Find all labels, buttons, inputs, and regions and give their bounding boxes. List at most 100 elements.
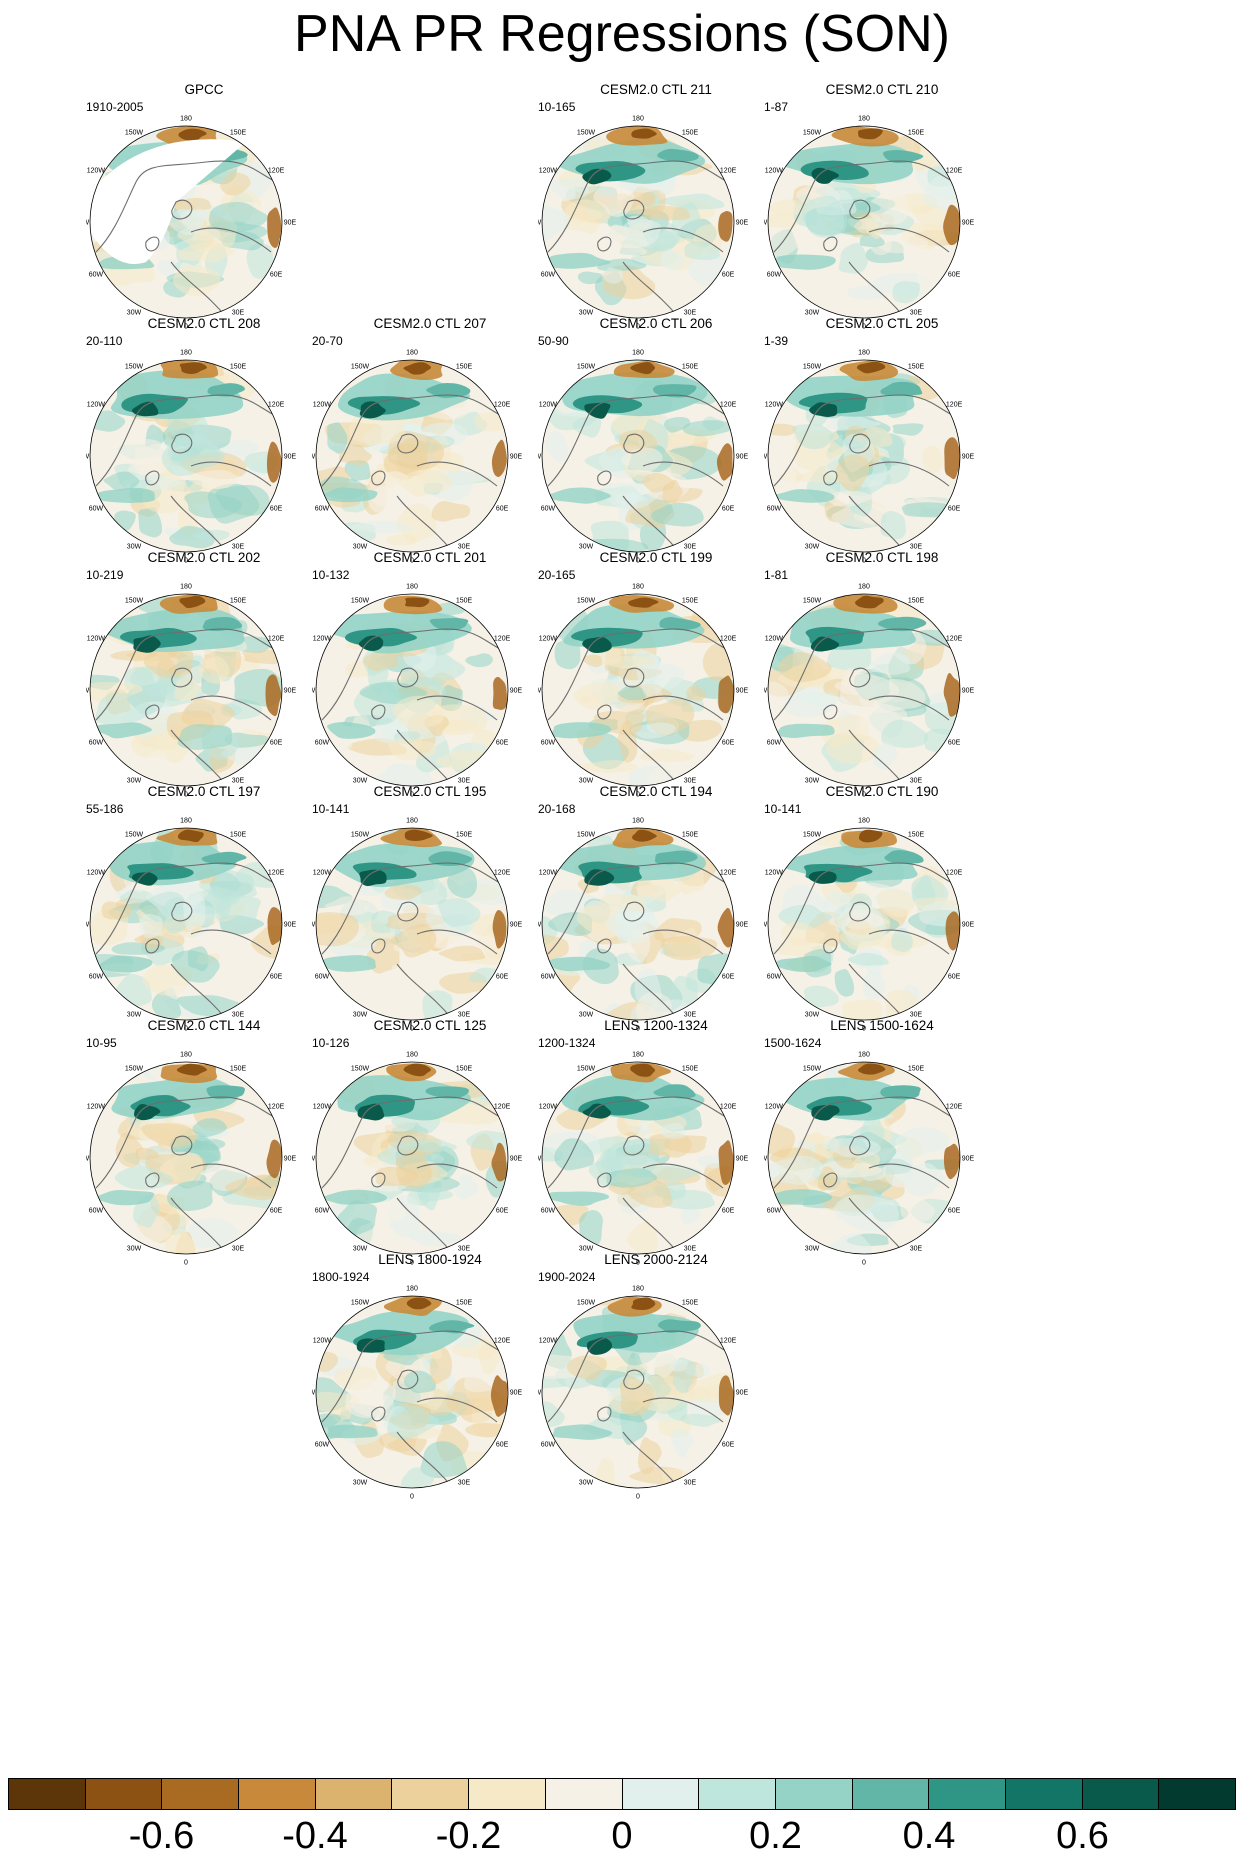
longitude-label: 30E bbox=[684, 544, 697, 551]
colorbar-tick-label: -0.4 bbox=[282, 1815, 348, 1857]
colorbar-swatch bbox=[775, 1779, 853, 1809]
longitude-label: 0 bbox=[862, 792, 866, 799]
longitude-label: 30E bbox=[684, 1246, 697, 1253]
longitude-label: 120W bbox=[313, 636, 332, 643]
longitude-label: 150W bbox=[803, 831, 822, 838]
longitude-label: 60E bbox=[496, 740, 509, 747]
longitude-label: 90W bbox=[538, 922, 542, 929]
longitude-label: 120W bbox=[539, 1338, 558, 1345]
map-panel: CESM2.0 CTL 195 10-141 180 150E 120E 90E 60E 30… bbox=[312, 784, 548, 1054]
polar-map: 180 150E 120E 90E 60E 30E 0 30W 60W 90W 120W 150W bbox=[764, 350, 975, 565]
longitude-label: 180 bbox=[406, 350, 418, 357]
longitude-label: 120W bbox=[765, 168, 784, 175]
longitude-label: 120E bbox=[494, 636, 511, 643]
panel-year-range: 10-126 bbox=[312, 1036, 350, 1050]
longitude-label: 120W bbox=[87, 168, 106, 175]
longitude-label: 90E bbox=[962, 454, 975, 461]
longitude-label: 150E bbox=[456, 831, 473, 838]
longitude-label: 90E bbox=[510, 1156, 523, 1163]
longitude-label: 60W bbox=[89, 974, 104, 981]
longitude-label: 60E bbox=[496, 974, 509, 981]
polar-map: 180 150E 120E 90E 60E 30E 0 30W 60W 90W 120W 150W bbox=[312, 584, 523, 799]
longitude-label: 60W bbox=[315, 974, 330, 981]
map-panel: CESM2.0 CTL 208 20-110 180 150E 120E 90E 60E 30… bbox=[86, 316, 322, 586]
longitude-label: 150W bbox=[577, 597, 596, 604]
longitude-label: 60W bbox=[89, 272, 104, 279]
longitude-label: 150E bbox=[908, 129, 925, 136]
longitude-label: 120W bbox=[539, 636, 558, 643]
longitude-label: 0 bbox=[184, 1026, 188, 1033]
colorbar-tick-label: 0.2 bbox=[749, 1815, 802, 1857]
longitude-label: 60E bbox=[270, 272, 283, 279]
panel-year-range: 20-110 bbox=[86, 334, 123, 348]
longitude-label: 30E bbox=[458, 1012, 471, 1019]
longitude-label: 120E bbox=[720, 636, 737, 643]
longitude-label: 30W bbox=[127, 544, 142, 551]
longitude-label: 120E bbox=[494, 402, 511, 409]
longitude-label: 120E bbox=[268, 1104, 285, 1111]
longitude-label: 60E bbox=[270, 740, 283, 747]
longitude-label: 30W bbox=[805, 778, 820, 785]
longitude-label: 0 bbox=[862, 1026, 866, 1033]
longitude-label: 30E bbox=[910, 544, 923, 551]
panel-year-range: 20-168 bbox=[538, 802, 576, 816]
panel-title: GPCC bbox=[184, 82, 224, 97]
colorbar-swatch bbox=[85, 1779, 163, 1809]
longitude-label: 150W bbox=[125, 597, 144, 604]
longitude-label: 180 bbox=[858, 584, 870, 591]
polar-map: 180 150E 120E 90E 60E 30E 0 30W 60W 90W 120W 150W bbox=[764, 818, 975, 1033]
map-panel: CESM2.0 CTL 190 10-141 180 150E 120E 90E 60E 30… bbox=[764, 784, 1000, 1054]
longitude-label: 60W bbox=[767, 974, 782, 981]
longitude-label: 60W bbox=[541, 506, 556, 513]
panel-year-range: 1910-2005 bbox=[86, 100, 144, 114]
longitude-label: 30E bbox=[232, 1246, 245, 1253]
longitude-label: 30W bbox=[353, 544, 368, 551]
longitude-label: 150E bbox=[682, 363, 699, 370]
page-title: PNA PR Regressions (SON) bbox=[294, 5, 950, 63]
panel-title: LENS 1200-1324 bbox=[604, 1018, 708, 1033]
polar-map: 180 150E 120E 90E 60E 30E 0 30W 60W 90W 120W 150W bbox=[86, 1052, 297, 1267]
longitude-label: 150E bbox=[230, 363, 247, 370]
longitude-label: 150E bbox=[682, 831, 699, 838]
longitude-label: 120W bbox=[313, 1104, 332, 1111]
polar-map: 180 150E 120E 90E 60E 30E 0 30W 60W 90W 120W 150W bbox=[538, 1286, 749, 1501]
longitude-label: 30W bbox=[353, 1246, 368, 1253]
longitude-label: 120W bbox=[539, 1104, 558, 1111]
longitude-label: 120E bbox=[268, 402, 285, 409]
panel-year-range: 10-95 bbox=[86, 1036, 117, 1050]
panel-year-range: 50-90 bbox=[538, 334, 569, 348]
longitude-label: 30E bbox=[458, 1246, 471, 1253]
polar-map: 180 150E 120E 90E 60E 30E 0 30W 60W 90W 120W 150W bbox=[86, 116, 297, 331]
colorbar-tick-label: -0.6 bbox=[128, 1815, 195, 1857]
longitude-label: 30W bbox=[127, 310, 142, 317]
longitude-label: 30W bbox=[805, 1246, 820, 1253]
longitude-label: 0 bbox=[636, 1494, 640, 1501]
map-panel: LENS 2000-2124 1900-2024 180 150E 120E 90E 60E… bbox=[538, 1252, 774, 1522]
colorbar-swatch bbox=[1005, 1779, 1083, 1809]
longitude-label: 60W bbox=[541, 740, 556, 747]
longitude-label: 60W bbox=[767, 272, 782, 279]
longitude-label: 60W bbox=[315, 1208, 330, 1215]
longitude-label: 60E bbox=[722, 272, 735, 279]
longitude-label: 120W bbox=[313, 1338, 332, 1345]
longitude-label: 60W bbox=[541, 272, 556, 279]
colorbar bbox=[8, 1778, 1236, 1810]
longitude-label: 150E bbox=[908, 363, 925, 370]
longitude-label: 90E bbox=[284, 220, 297, 227]
longitude-label: 120E bbox=[946, 1104, 963, 1111]
panel-title: LENS 2000-2124 bbox=[604, 1252, 708, 1267]
longitude-label: 180 bbox=[632, 584, 644, 591]
panel-year-range: 55-186 bbox=[86, 802, 124, 816]
longitude-label: 90E bbox=[510, 922, 523, 929]
panel-year-range: 10-165 bbox=[538, 100, 576, 114]
longitude-label: 150E bbox=[908, 597, 925, 604]
map-panel: CESM2.0 CTL 201 10-132 180 150E 120E 90E 60E 30… bbox=[312, 550, 548, 820]
longitude-label: 90E bbox=[284, 688, 297, 695]
map-panel: CESM2.0 CTL 198 1-81 180 150E 120E 90E 60E 30E 0… bbox=[764, 550, 1000, 820]
panel-title: CESM2.0 CTL 197 bbox=[147, 784, 261, 799]
longitude-label: 30W bbox=[579, 544, 594, 551]
longitude-label: 150W bbox=[351, 597, 370, 604]
longitude-label: 120E bbox=[720, 168, 737, 175]
longitude-label: 90W bbox=[86, 688, 90, 695]
longitude-label: 150W bbox=[125, 831, 144, 838]
